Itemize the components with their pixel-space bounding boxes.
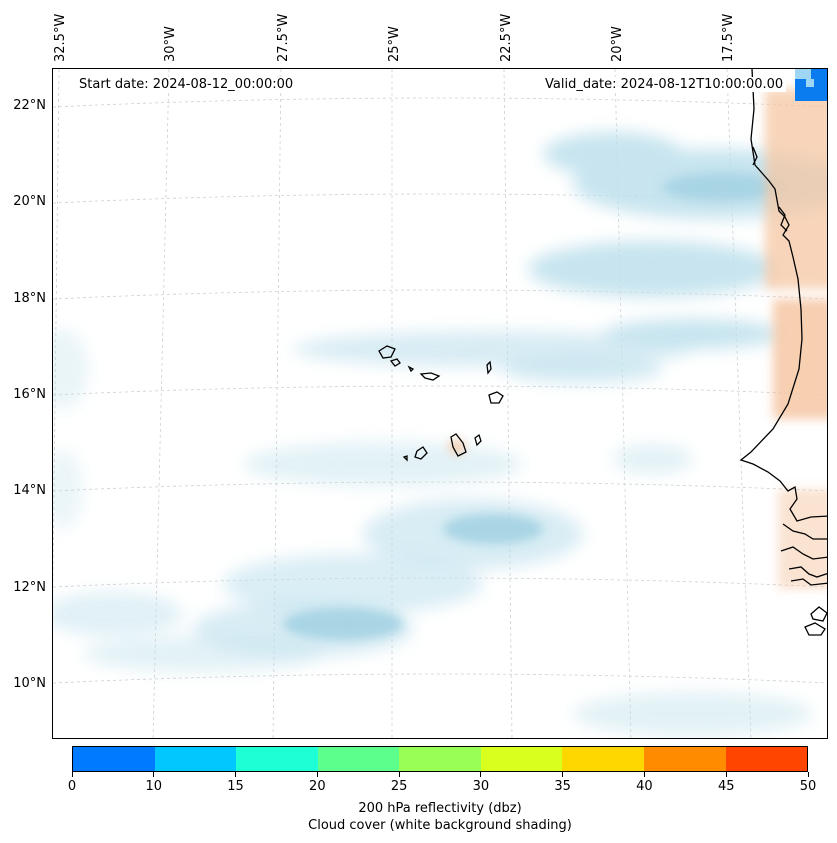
lat-label-12n: 12°N (13, 580, 46, 595)
colorbar-tick-mark (71, 772, 73, 777)
colorbar-segment-45-50 (725, 747, 808, 771)
colorbar-tick-mark (235, 772, 237, 777)
colorbar-segment-15-20 (236, 747, 318, 771)
map-panel[interactable] (52, 68, 828, 739)
colorbar-tick-mark (316, 772, 318, 777)
lon-label-25w: 25°W (387, 26, 402, 62)
colorbar-tick-label: 30 (472, 779, 490, 794)
lon-label-27-5w: 27.5°W (276, 13, 291, 62)
lat-label-22n: 22°N (13, 98, 46, 113)
colorbar-segment-20-25 (317, 747, 400, 771)
colorbar-tick-label: 25 (390, 779, 408, 794)
colorbar-segment-0-10 (73, 747, 155, 771)
colorbar-segment-30-35 (480, 747, 563, 771)
cape-verde-islands (378, 345, 504, 462)
start-date-label: Start date: 2024-08-12_00:00:00 (76, 77, 297, 92)
colorbar-tick-mark (643, 772, 645, 777)
lat-label-10n: 10°N (13, 676, 46, 691)
colorbar-segment-40-45 (643, 747, 726, 771)
colorbar-tick-label: 20 (309, 779, 326, 794)
lat-label-14n: 14°N (13, 483, 46, 498)
colorbar-tick-mark (807, 772, 809, 777)
colorbar-segment-10-15 (154, 747, 237, 771)
valid-date-label: Valid_date: 2024-08-12T10:00:00.00 (542, 77, 787, 92)
map-canvas (53, 69, 827, 738)
colorbar-tick-mark (562, 772, 564, 777)
colorbar-tick-mark (398, 772, 400, 777)
colorbar-tick-mark (725, 772, 727, 777)
lat-label-20n: 20°N (13, 194, 46, 209)
reflectivity-colorbar (72, 746, 808, 772)
colorbar-subtitle: Cloud cover (white background shading) (308, 818, 572, 833)
colorbar-tick-label: 45 (717, 779, 735, 794)
colorbar-segment-35-40 (562, 747, 644, 771)
lon-label-32-5w: 32.5°W (53, 13, 68, 62)
colorbar-tick-label: 0 (67, 779, 77, 794)
lat-label-18n: 18°N (13, 291, 46, 306)
colorbar-segment-25-30 (399, 747, 481, 771)
reflectivity-patch (795, 69, 827, 101)
colorbar-tick-label: 15 (227, 779, 244, 794)
coastline (739, 69, 827, 636)
colorbar-tick-label: 40 (636, 779, 653, 794)
colorbar-tick-mark (153, 772, 155, 777)
colorbar-title: 200 hPa reflectivity (dbz) (358, 801, 522, 816)
lat-label-16n: 16°N (13, 387, 46, 402)
lon-label-17-5w: 17.5°W (721, 13, 736, 62)
colorbar-tick-label: 35 (554, 779, 571, 794)
colorbar-tick-label: 50 (799, 779, 817, 794)
lon-label-20w: 20°W (610, 26, 625, 62)
colorbar-tick-mark (480, 772, 482, 777)
lon-label-22-5w: 22.5°W (499, 13, 514, 62)
colorbar-tick-label: 10 (145, 779, 163, 794)
cloud-cover-shading (53, 132, 827, 736)
lon-label-30w: 30°W (163, 26, 178, 62)
